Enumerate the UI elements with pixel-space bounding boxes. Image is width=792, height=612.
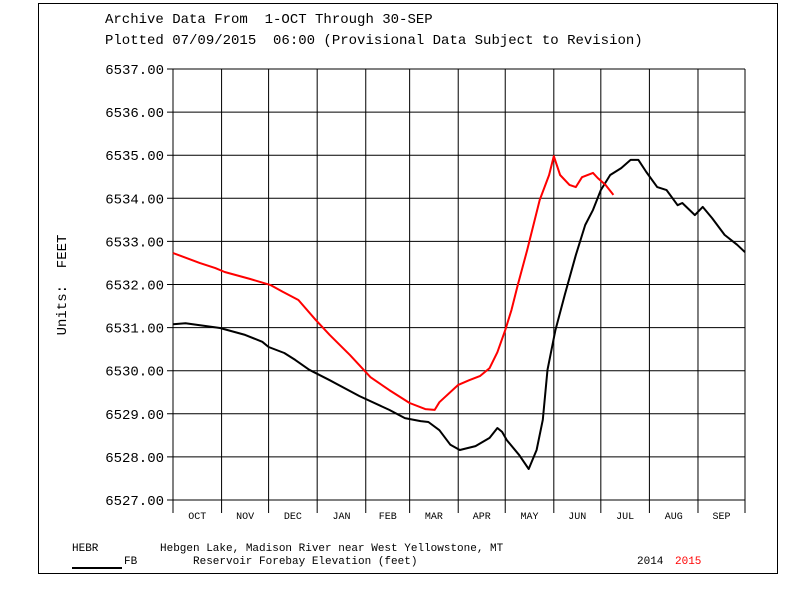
legend-line — [72, 567, 122, 569]
y-tick-label: 6530.00 — [105, 365, 164, 381]
x-tick-label: JUL — [616, 512, 634, 523]
station-code: HEBR — [72, 543, 99, 555]
x-tick-label: JAN — [332, 512, 350, 523]
x-tick-label: SEP — [712, 512, 730, 523]
x-tick-label: DEC — [284, 512, 302, 523]
y-tick-label: 6536.00 — [105, 106, 164, 122]
y-tick-label: 6527.00 — [105, 494, 164, 510]
x-tick-label: OCT — [188, 512, 206, 523]
y-tick-label: 6533.00 — [105, 235, 164, 251]
y-tick-label: 6537.00 — [105, 63, 164, 79]
y-tick-label: 6535.00 — [105, 149, 164, 165]
chart-title: Archive Data From 1-OCT Through 30-SEP — [105, 12, 433, 28]
x-tick-label: NOV — [236, 512, 254, 523]
legend-2015: 2015 — [675, 556, 702, 568]
parameter-description: Reservoir Forebay Elevation (feet) — [193, 556, 418, 568]
station-description: Hebgen Lake, Madison River near West Yel… — [160, 543, 504, 555]
x-tick-label: MAR — [425, 512, 443, 523]
x-tick-label: APR — [473, 512, 491, 523]
series-line-2014 — [172, 158, 746, 470]
y-tick-label: 6531.00 — [105, 322, 164, 338]
x-tick-label: MAY — [521, 512, 539, 523]
legend-2014: 2014 — [637, 556, 664, 568]
chart-frame — [38, 3, 778, 574]
chart-subtitle: Plotted 07/09/2015 06:00 (Provisional Da… — [105, 33, 643, 49]
y-tick-label: 6534.00 — [105, 192, 164, 208]
x-tick-label: AUG — [665, 512, 683, 523]
y-tick-label: 6532.00 — [105, 279, 164, 295]
x-tick-label: JUN — [568, 512, 586, 523]
series-line-2015 — [172, 155, 615, 411]
y-tick-label: 6528.00 — [105, 451, 164, 467]
y-tick-label: 6529.00 — [105, 408, 164, 424]
parameter-code: FB — [124, 556, 138, 568]
x-tick-label: FEB — [379, 512, 397, 523]
